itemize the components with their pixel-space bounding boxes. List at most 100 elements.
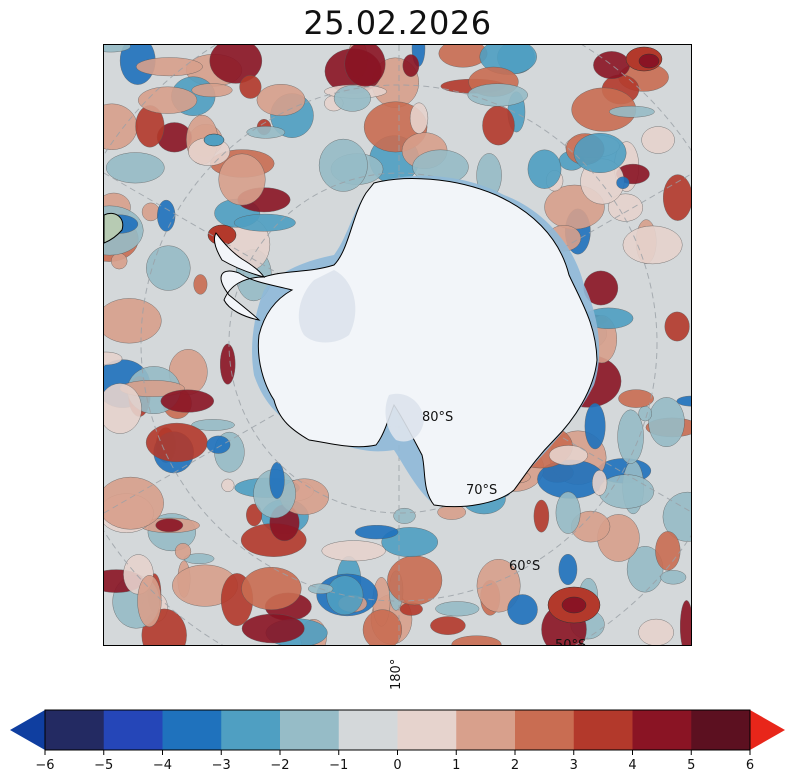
- anomaly-patch: [609, 105, 655, 118]
- anomaly-map: [104, 45, 691, 645]
- anomaly-patch: [137, 575, 162, 628]
- anomaly-patch: [409, 102, 429, 134]
- lat-label-60s: 60°S: [509, 559, 541, 574]
- colorbar-tick-label: 3: [569, 758, 578, 773]
- anomaly-patch: [256, 84, 306, 117]
- anomaly-patch: [241, 613, 305, 644]
- anomaly-patch: [246, 126, 286, 139]
- anomaly-patch: [136, 57, 203, 77]
- anomaly-patch: [402, 54, 420, 77]
- colorbar-tick-label: 4: [628, 758, 637, 773]
- colorbar-segment: [338, 710, 398, 750]
- anomaly-patch: [617, 409, 644, 464]
- colorbar-segment: [103, 710, 163, 750]
- anomaly-patch: [104, 476, 164, 530]
- anomaly-patch: [160, 389, 215, 413]
- anomaly-patch: [387, 555, 443, 606]
- anomaly-patch: [354, 525, 399, 540]
- anomaly-patch: [206, 435, 231, 454]
- colorbar-tick-label: 5: [687, 758, 696, 773]
- anomaly-patch: [209, 45, 263, 84]
- anomaly-patch: [476, 559, 521, 613]
- colorbar-tick-label: −4: [152, 758, 173, 773]
- anomaly-patch: [618, 389, 654, 408]
- anomaly-patch: [246, 503, 263, 527]
- anomaly-hotspot: [203, 133, 225, 147]
- colorbar-segment: [280, 710, 340, 750]
- anomaly-patch: [105, 152, 165, 184]
- anomaly-patch: [141, 202, 160, 222]
- lat-label-50s: 50°S: [555, 638, 587, 646]
- colorbar: [10, 709, 785, 755]
- colorbar-segment: [162, 710, 222, 750]
- anomaly-patch: [664, 311, 690, 342]
- anomaly-patch: [191, 83, 233, 98]
- anomaly-patch: [608, 193, 644, 222]
- anomaly-patch: [155, 518, 184, 533]
- colorbar-segment: [573, 710, 633, 750]
- anomaly-patch: [233, 213, 296, 232]
- anomaly-patch: [344, 45, 386, 87]
- lon-label-180: 180°: [389, 658, 404, 690]
- colorbar-tick-label: −6: [35, 758, 55, 773]
- colorbar-tick-label: 0: [393, 758, 402, 773]
- anomaly-patch: [638, 405, 653, 422]
- antarctica-landmass: [220, 178, 598, 508]
- colorbar-tick-label: 2: [510, 758, 520, 773]
- colorbar-segment: [515, 710, 575, 750]
- anomaly-patch: [548, 445, 588, 466]
- anomaly-hotspot: [638, 53, 660, 69]
- colorbar-segment: [456, 710, 516, 750]
- anomaly-patch: [573, 132, 627, 173]
- anomaly-patch: [451, 635, 502, 645]
- lat-label-80s: 80°S: [422, 410, 454, 425]
- anomaly-patch: [527, 149, 562, 189]
- anomaly-patch: [467, 83, 528, 107]
- anomaly-patch: [680, 600, 691, 645]
- anomaly-patch: [482, 105, 515, 146]
- anomaly-patch: [110, 252, 128, 270]
- map-title: 25.02.2026: [303, 4, 492, 42]
- anomaly-patch: [318, 138, 368, 192]
- anomaly-patch: [104, 45, 131, 53]
- anomaly-hotspot: [561, 596, 587, 614]
- anomaly-patch: [191, 419, 235, 431]
- anomaly-patch: [146, 245, 191, 291]
- colorbar-extend-low: [10, 710, 45, 750]
- colorbar-extend-high: [750, 710, 785, 750]
- anomaly-patch: [648, 397, 685, 447]
- anomaly-patch: [622, 225, 683, 265]
- anomaly-patch: [558, 554, 578, 586]
- colorbar-tick-label: 6: [745, 758, 755, 773]
- colorbar-tick-label: 1: [452, 758, 461, 773]
- anomaly-patch: [239, 75, 262, 99]
- map-panel: 80°S 70°S 60°S 50°S: [103, 44, 692, 646]
- anomaly-patch: [221, 478, 235, 492]
- anomaly-patch: [584, 403, 606, 450]
- colorbar-segment: [397, 710, 457, 750]
- anomaly-patch: [641, 126, 675, 154]
- anomaly-patch: [321, 540, 386, 562]
- south-america-tip: [104, 212, 124, 244]
- colorbar-segment: [45, 710, 105, 750]
- anomaly-patch: [333, 85, 371, 112]
- anomaly-patch: [137, 86, 198, 114]
- anomaly-patch: [555, 491, 581, 534]
- anomaly-patch: [362, 609, 402, 645]
- colorbar-segment: [691, 710, 751, 750]
- anomaly-patch: [507, 594, 538, 625]
- anomaly-patch: [326, 575, 364, 616]
- anomaly-patch: [533, 499, 550, 533]
- anomaly-patch: [435, 601, 480, 617]
- anomaly-patch: [638, 618, 674, 645]
- anomaly-patch: [104, 298, 162, 344]
- colorbar-segment: [632, 710, 692, 750]
- anomaly-patch: [174, 543, 192, 560]
- anomaly-patch: [104, 351, 123, 366]
- anomaly-patch: [218, 153, 266, 206]
- lat-label-70s: 70°S: [466, 483, 498, 498]
- anomaly-patch: [193, 274, 208, 295]
- anomaly-patch: [104, 383, 142, 434]
- anomaly-patch: [616, 176, 630, 190]
- colorbar-tick-label: −3: [211, 758, 231, 773]
